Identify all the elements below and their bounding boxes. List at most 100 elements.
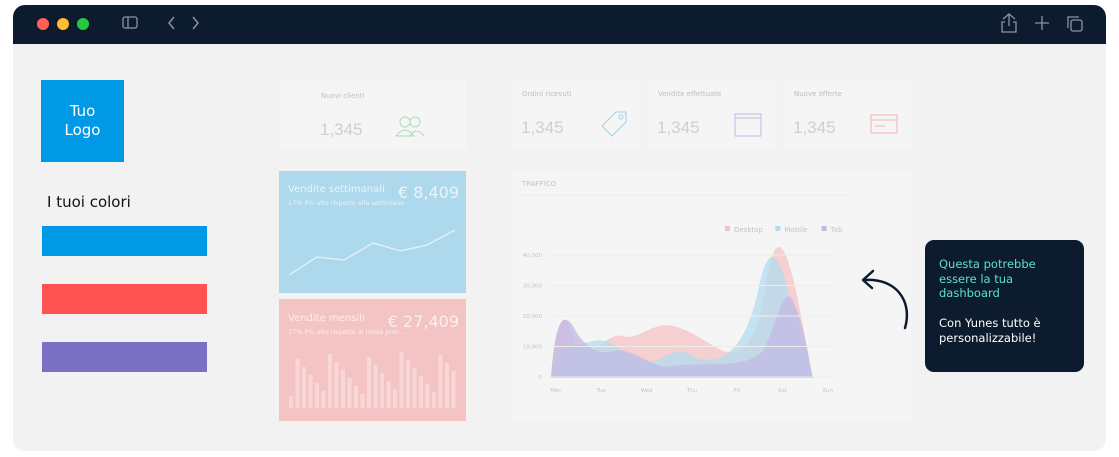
traffic-chart: TRAFFICO Desktop Mobile Tab 40,000 30,000 20,… xyxy=(521,180,848,394)
bar-decoration xyxy=(438,355,443,408)
stat-card: Nuove offerte 1,345 xyxy=(785,80,911,150)
bar-decoration xyxy=(289,396,293,408)
dashboard: Nuovi clienti 1,345 Ordini ricevuti 1,34… xyxy=(279,80,1079,422)
legend-swatch xyxy=(775,226,781,231)
panel-note: 17% Più alto rispetto alla settimana xyxy=(288,199,405,207)
tabs-button-back xyxy=(1067,16,1079,28)
callout-body: Con Yunes tutto è personalizzabile! xyxy=(939,316,1041,345)
area-tab xyxy=(551,296,813,378)
bar-decoration xyxy=(380,373,384,408)
new-tab-button[interactable] xyxy=(1035,16,1049,30)
bar-decoration xyxy=(406,360,410,408)
card-value: 1,345 xyxy=(793,118,836,137)
zoom-button[interactable] xyxy=(77,18,89,30)
title-bar xyxy=(13,5,1106,44)
card-title: Vendite effettuate xyxy=(658,90,722,98)
users-icon xyxy=(394,116,425,137)
toolbar-icons xyxy=(122,16,199,30)
bar-decoration xyxy=(315,383,319,408)
traffic-card: TRAFFICO Desktop Mobile Tab 40,000 30,000 20,… xyxy=(513,171,911,422)
bar-decoration xyxy=(334,362,339,408)
traffic-title: TRAFFICO xyxy=(521,180,557,188)
area-mobile xyxy=(551,257,813,378)
bar-decoration xyxy=(419,376,423,408)
card-title: Nuovi clienti xyxy=(321,92,365,100)
bar-decoration xyxy=(451,371,456,408)
bar-decoration xyxy=(341,370,345,408)
bar-decoration xyxy=(302,367,306,408)
bar-decoration xyxy=(412,368,417,408)
weekly-panel: Vendite settimanali € 8,409 17% Più alto… xyxy=(279,171,466,293)
x-tick-label: Fri xyxy=(734,388,741,394)
legend-label: Tab xyxy=(830,226,843,234)
y-tick-label: 30,000 xyxy=(523,284,543,290)
callout: Questa potrebbe essere la tua dashboard … xyxy=(925,240,1084,372)
close-button[interactable] xyxy=(37,18,49,30)
forward-button[interactable] xyxy=(192,16,199,30)
sidebar-icon[interactable] xyxy=(122,16,138,29)
bar-decoration xyxy=(295,359,300,408)
y-tick-label: 20,000 xyxy=(523,314,543,320)
card-value: 1,345 xyxy=(657,118,700,137)
bar-decoration xyxy=(373,365,378,408)
tag-icon xyxy=(601,111,627,137)
bar-decoration xyxy=(360,394,365,408)
bar-decoration xyxy=(393,389,397,408)
card-value: 1,345 xyxy=(320,120,363,139)
arrow xyxy=(861,269,909,330)
monthly-bars xyxy=(289,352,456,408)
panel-title: Vendite mensili xyxy=(288,313,365,324)
color-swatch xyxy=(42,226,207,256)
callout-headline: Questa potrebbe essere la tua dashboard xyxy=(939,257,1036,300)
colors-title: I tuoi colori xyxy=(47,193,131,211)
stat-card: Ordini ricevuti 1,345 xyxy=(513,80,639,150)
bar-decoration xyxy=(425,384,430,408)
legend-swatch xyxy=(725,226,730,231)
legend-label: Mobile xyxy=(784,226,807,234)
browser-window: Tuo Logo I tuoi colori Nuovi clienti 1,3… xyxy=(13,5,1106,451)
bar-decoration xyxy=(432,392,436,408)
toolbar-right-icons xyxy=(1001,13,1083,33)
panel-amount: € 27,409 xyxy=(387,312,459,331)
color-swatch xyxy=(42,342,207,372)
stat-card: Vendite effettuate 1,345 xyxy=(649,80,775,150)
bar-decoration xyxy=(308,375,313,408)
panel-note: 17% Più alto rispetto al mese prec... xyxy=(288,328,406,336)
y-tick-label: 0 xyxy=(539,375,543,381)
x-tick-label: Tue xyxy=(596,388,607,394)
color-swatch xyxy=(42,284,207,314)
minimize-button[interactable] xyxy=(57,18,69,30)
panel-title: Vendite settimanali xyxy=(288,184,385,195)
stat-card: Nuovi clienti 1,345 xyxy=(279,80,466,150)
x-tick-label: Thu xyxy=(686,388,697,394)
share-button[interactable] xyxy=(1001,13,1017,33)
bar-decoration xyxy=(321,391,326,408)
weekly-line xyxy=(288,229,456,276)
panel-amount: € 8,409 xyxy=(397,183,459,202)
legend-swatch xyxy=(821,226,827,231)
logo-box: Tuo Logo xyxy=(41,80,124,162)
legend-label: Desktop xyxy=(734,226,763,234)
card-title: Ordini ricevuti xyxy=(522,90,572,98)
x-tick-label: Mon xyxy=(550,388,562,394)
monthly-panel: Vendite mensili € 27,409 17% Più alto ri… xyxy=(279,299,466,421)
card-value: 1,345 xyxy=(521,118,564,137)
y-tick-label: 10,000 xyxy=(523,345,543,351)
box-icon xyxy=(734,113,762,137)
y-tick-label: 40,000 xyxy=(523,253,543,259)
card-icon xyxy=(870,114,898,134)
logo-text: Tuo Logo xyxy=(64,102,101,139)
x-tick-label: Sun xyxy=(823,388,834,394)
bar-decoration xyxy=(347,378,352,408)
trend-line xyxy=(288,229,456,276)
bar-decoration xyxy=(328,354,332,408)
bar-decoration xyxy=(445,363,449,408)
x-tick-label: Wed xyxy=(641,388,653,394)
card-title: Nuove offerte xyxy=(794,90,842,98)
bar-decoration xyxy=(399,352,404,408)
x-tick-label: Sat xyxy=(778,388,788,394)
bar-decoration xyxy=(354,386,358,408)
tabs-button[interactable] xyxy=(1070,19,1083,32)
back-button[interactable] xyxy=(168,16,175,30)
